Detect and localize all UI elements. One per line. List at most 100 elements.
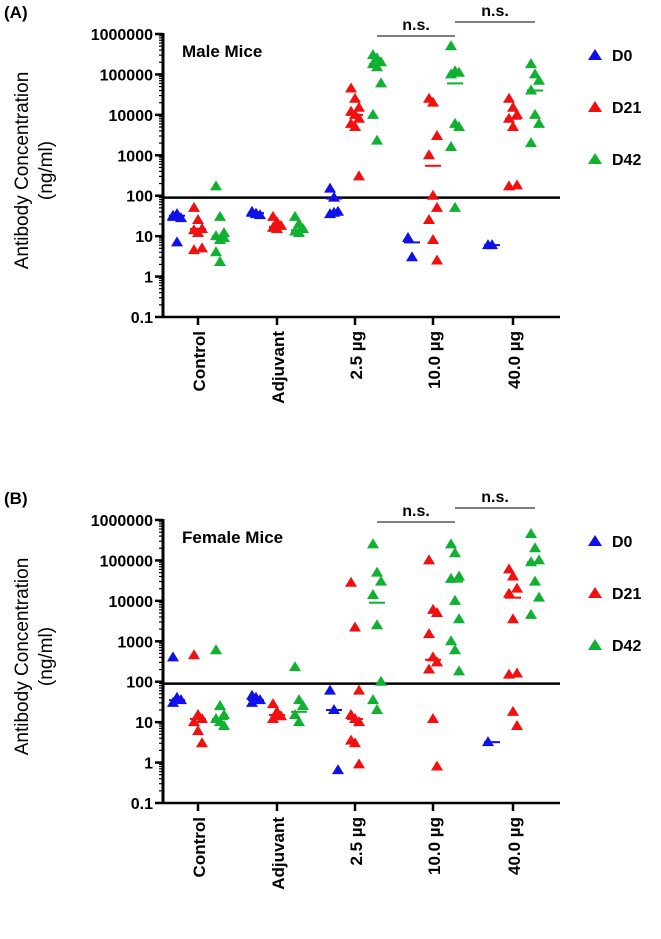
legend-label: D21: [612, 586, 641, 603]
data-point-d42: [375, 575, 387, 586]
data-point-d21: [188, 201, 200, 212]
x-tick-label: Adjuvant: [269, 817, 288, 890]
data-point-d42: [210, 246, 222, 257]
data-point-d42: [293, 694, 305, 705]
data-point-d21: [511, 108, 523, 119]
data-point-d21: [349, 737, 361, 748]
data-point-d21: [349, 121, 361, 132]
data-point-d21: [427, 189, 439, 200]
data-point-d21: [349, 621, 361, 632]
data-point-d42: [453, 613, 465, 624]
data-point-d21: [431, 607, 443, 618]
data-point-d42: [449, 201, 461, 212]
data-point-d42: [297, 700, 309, 711]
data-point-d0: [406, 251, 418, 262]
data-point-d21: [507, 570, 519, 581]
data-point-d21: [423, 628, 435, 639]
data-point-d42: [375, 77, 387, 88]
x-tick-label: Control: [190, 331, 209, 391]
data-point-d21: [196, 242, 208, 253]
data-point-d42: [529, 68, 541, 79]
data-point-d42: [293, 226, 305, 237]
y-tick-label: 100: [126, 189, 153, 206]
data-point-d21: [353, 101, 365, 112]
data-point-d42: [367, 108, 379, 119]
legend-marker-d21: [588, 587, 602, 598]
data-point-d21: [427, 234, 439, 245]
data-point-d21: [507, 101, 519, 112]
data-point-d21: [353, 170, 365, 181]
data-point-d42: [445, 538, 457, 549]
data-point-d42: [453, 66, 465, 77]
data-point-d21: [427, 712, 439, 723]
data-point-d42: [218, 226, 230, 237]
data-point-d42: [525, 58, 537, 69]
data-point-d0: [402, 231, 414, 242]
data-point-d42: [525, 137, 537, 148]
data-point-d42: [533, 117, 545, 128]
significance-label: n.s.: [402, 503, 430, 520]
legend-label: D0: [612, 534, 633, 551]
x-tick-label: 40.0 µg: [505, 817, 524, 875]
data-point-d21: [423, 149, 435, 160]
data-point-d21: [345, 82, 357, 93]
data-point-d21: [503, 668, 515, 679]
y-axis-label-line1: Antibody Concentration: [12, 558, 33, 756]
legend-marker-d21: [588, 101, 602, 112]
y-axis-label-line2: (ng/ml): [36, 627, 57, 686]
data-point-d21: [431, 760, 443, 771]
panel-b: (B) Antibody Concentration (ng/ml) 0.1 1 10 10…: [4, 489, 641, 890]
y-axis-label: Antibody Concentration (ng/ml): [12, 72, 57, 270]
data-point-d21: [267, 698, 279, 709]
data-point-d21: [353, 112, 365, 123]
data-point-d21: [188, 244, 200, 255]
y-tick-label: 1000000: [91, 27, 153, 44]
data-point-d42: [371, 566, 383, 577]
data-point-d42: [218, 709, 230, 720]
data-point-d21: [345, 576, 357, 587]
y-tick-label: 0.1: [131, 796, 153, 813]
legend-marker-d42: [588, 639, 602, 650]
significance-label: n.s.: [481, 3, 509, 20]
legend-label: D42: [612, 638, 641, 655]
data-point-d0: [328, 206, 340, 217]
y-axis-label: Antibody Concentration (ng/ml): [12, 558, 57, 756]
data-point-d21: [511, 667, 523, 678]
data-point-d21: [192, 725, 204, 736]
x-tick-label: Control: [190, 817, 209, 877]
y-tick-label: 10: [135, 229, 153, 246]
data-point-d42: [525, 608, 537, 619]
data-point-d42: [367, 588, 379, 599]
data-point-d42: [449, 547, 461, 558]
data-point-d42: [367, 538, 379, 549]
y-tick-label: 100000: [100, 67, 153, 84]
data-point-d42: [445, 635, 457, 646]
y-axis-label-line1: Antibody Concentration: [12, 72, 33, 270]
data-point-d42: [445, 572, 457, 583]
y-tick-label: 1000000: [91, 513, 153, 530]
data-point-d21: [353, 758, 365, 769]
legend-marker-d42: [588, 153, 602, 164]
x-tick-label: 10.0 µg: [425, 817, 444, 875]
data-point-d21: [431, 656, 443, 667]
data-point-d21: [423, 663, 435, 674]
data-point-d0: [324, 182, 336, 193]
data-point-d42: [375, 675, 387, 686]
data-point-d42: [533, 591, 545, 602]
data-point-d0: [171, 236, 183, 247]
data-point-d21: [192, 214, 204, 225]
data-point-d0: [324, 684, 336, 695]
significance-label: n.s.: [481, 489, 509, 506]
data-point-d42: [371, 619, 383, 630]
data-point-d42: [289, 661, 301, 672]
data-point-d21: [503, 587, 515, 598]
data-point-d21: [507, 613, 519, 624]
y-tick-label: 100000: [100, 553, 153, 570]
data-point-d21: [196, 737, 208, 748]
y-axis-label-line2: (ng/ml): [36, 141, 57, 200]
data-point-d42: [445, 141, 457, 152]
legend-label: D21: [612, 100, 641, 117]
panel-title: Female Mice: [182, 528, 283, 547]
x-tick-label: 40.0 µg: [505, 331, 524, 389]
